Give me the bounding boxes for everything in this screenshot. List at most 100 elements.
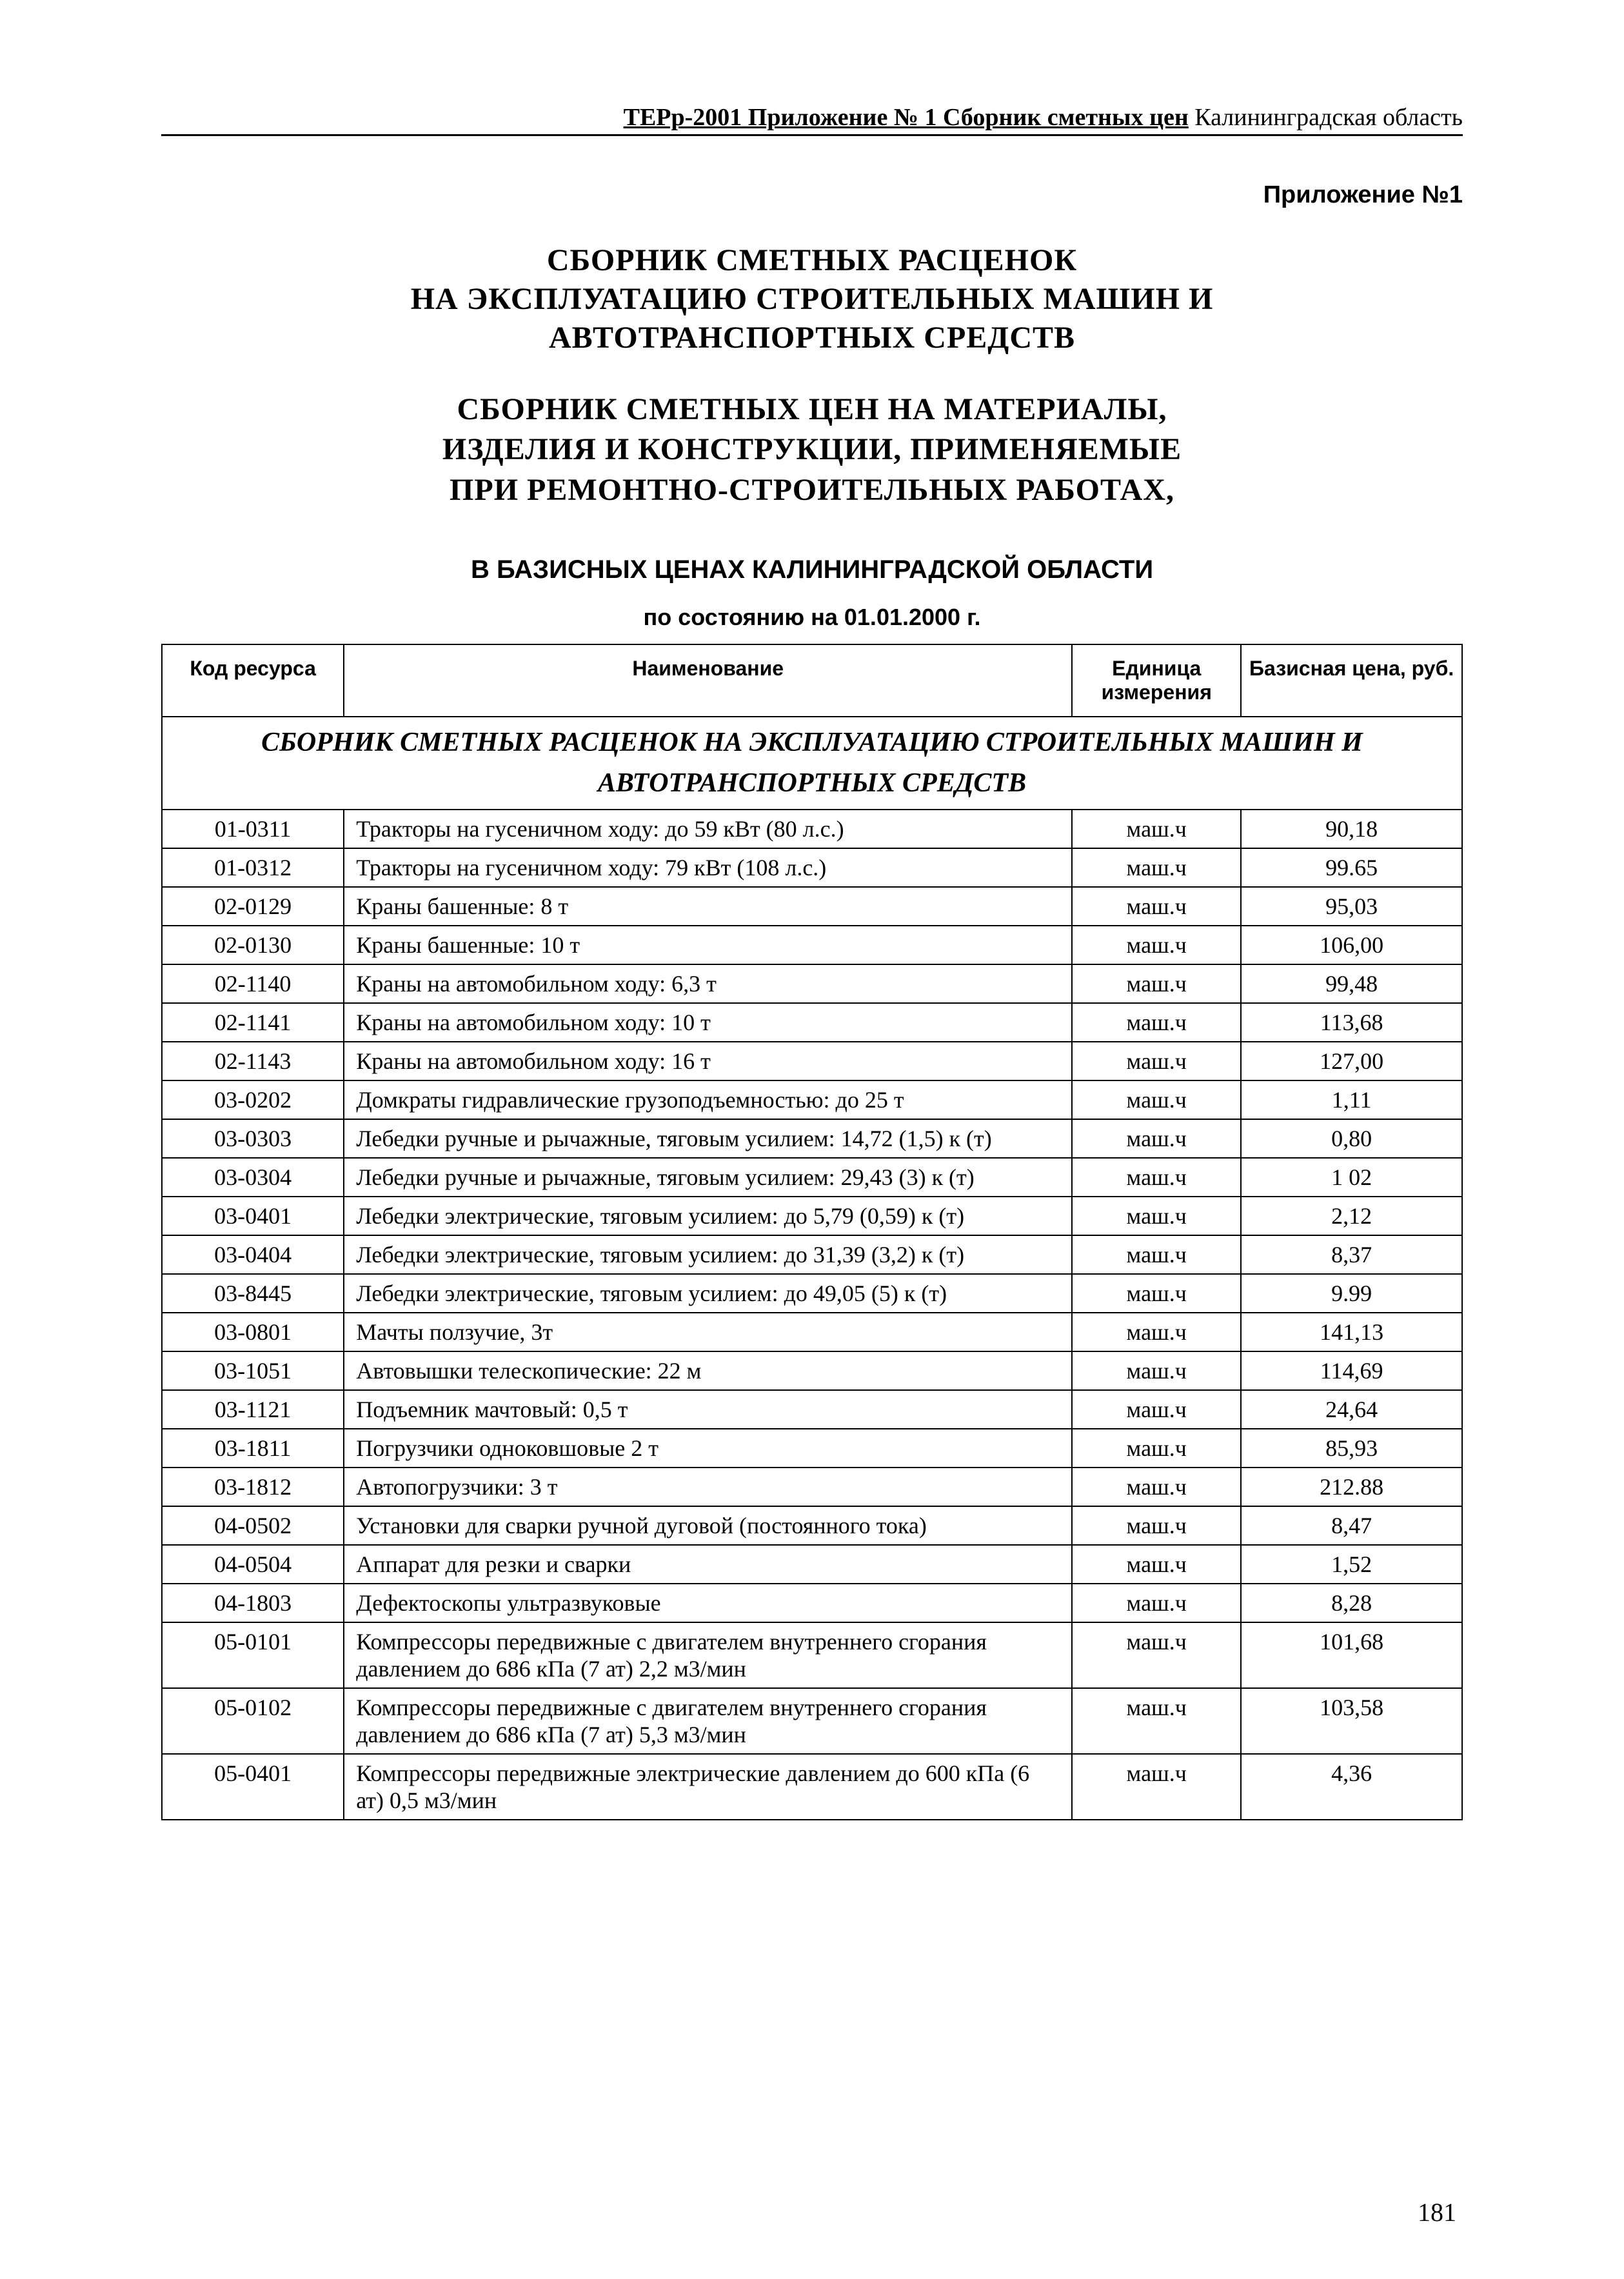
cell-unit: маш.ч <box>1072 1080 1241 1119</box>
cell-unit: маш.ч <box>1072 1429 1241 1468</box>
cell-unit: маш.ч <box>1072 1754 1241 1820</box>
cell-unit: маш.ч <box>1072 1506 1241 1545</box>
cell-price: 8,37 <box>1241 1235 1462 1274</box>
cell-price: 85,93 <box>1241 1429 1462 1468</box>
table-row: 03-1051Автовышки телескопические: 22 мма… <box>162 1351 1462 1390</box>
table-row: 03-0801Мачты ползучие, 3тмаш.ч141,13 <box>162 1313 1462 1351</box>
cell-name: Краны на автомобильном ходу: 6,3 т <box>344 964 1072 1003</box>
cell-price: 212.88 <box>1241 1468 1462 1506</box>
title-line-3: АВТОТРАНСПОРТНЫХ СРЕДСТВ <box>161 319 1463 357</box>
cell-name: Лебедки ручные и рычажные, тяговым усили… <box>344 1158 1072 1197</box>
cell-unit: маш.ч <box>1072 1688 1241 1754</box>
cell-unit: маш.ч <box>1072 926 1241 964</box>
cell-unit: маш.ч <box>1072 810 1241 848</box>
table-row: 05-0102Компрессоры передвижные с двигате… <box>162 1688 1462 1754</box>
cell-price: 8,47 <box>1241 1506 1462 1545</box>
table-row: 02-1140Краны на автомобильном ходу: 6,3 … <box>162 964 1462 1003</box>
cell-price: 114,69 <box>1241 1351 1462 1390</box>
cell-code: 02-0130 <box>162 926 344 964</box>
cell-code: 02-0129 <box>162 887 344 926</box>
cell-unit: маш.ч <box>1072 1235 1241 1274</box>
cell-price: 127,00 <box>1241 1042 1462 1080</box>
cell-unit: маш.ч <box>1072 964 1241 1003</box>
cell-name: Компрессоры передвижные электрические да… <box>344 1754 1072 1820</box>
cell-price: 4,36 <box>1241 1754 1462 1820</box>
table-row: 03-1812Автопогрузчики: 3 тмаш.ч212.88 <box>162 1468 1462 1506</box>
cell-unit: маш.ч <box>1072 1351 1241 1390</box>
table-row: 03-0304Лебедки ручные и рычажные, тяговы… <box>162 1158 1462 1197</box>
title-line-2: НА ЭКСПЛУАТАЦИЮ СТРОИТЕЛЬНЫХ МАШИН И <box>161 280 1463 319</box>
cell-name: Тракторы на гусеничном ходу: 79 кВт (108… <box>344 848 1072 887</box>
cell-price: 24,64 <box>1241 1390 1462 1429</box>
cell-name: Краны башенные: 10 т <box>344 926 1072 964</box>
cell-name: Краны башенные: 8 т <box>344 887 1072 926</box>
cell-name: Тракторы на гусеничном ходу: до 59 кВт (… <box>344 810 1072 848</box>
cell-code: 01-0312 <box>162 848 344 887</box>
cell-code: 05-0101 <box>162 1622 344 1688</box>
header-bold: ТЕРр-2001 Приложение № 1 Сборник сметных… <box>624 104 1189 131</box>
cell-unit: маш.ч <box>1072 1545 1241 1584</box>
table-row: 03-8445Лебедки электрические, тяговым ус… <box>162 1274 1462 1313</box>
table-row: 02-1143Краны на автомобильном ходу: 16 т… <box>162 1042 1462 1080</box>
cell-name: Краны на автомобильном ходу: 10 т <box>344 1003 1072 1042</box>
cell-price: 2,12 <box>1241 1197 1462 1235</box>
cell-unit: маш.ч <box>1072 887 1241 926</box>
running-header: ТЕРр-2001 Приложение № 1 Сборник сметных… <box>161 103 1463 136</box>
table-row: 03-0202Домкраты гидравлические грузоподъ… <box>162 1080 1462 1119</box>
cell-price: 90,18 <box>1241 810 1462 848</box>
cell-name: Компрессоры передвижные с двигателем вну… <box>344 1688 1072 1754</box>
appendix-label: Приложение №1 <box>161 181 1463 209</box>
cell-code: 05-0401 <box>162 1754 344 1820</box>
table-row: 04-1803Дефектоскопы ультразвуковыемаш.ч8… <box>162 1584 1462 1622</box>
cell-name: Мачты ползучие, 3т <box>344 1313 1072 1351</box>
section-title: СБОРНИК СМЕТНЫХ РАСЦЕНОК НА ЭКСПЛУАТАЦИЮ… <box>162 717 1462 810</box>
cell-name: Лебедки электрические, тяговым усилием: … <box>344 1197 1072 1235</box>
main-title: СБОРНИК СМЕТНЫХ РАСЦЕНОК НА ЭКСПЛУАТАЦИЮ… <box>161 241 1463 357</box>
cell-name: Погрузчики одноковшовые 2 т <box>344 1429 1072 1468</box>
cell-name: Домкраты гидравлические грузоподъемность… <box>344 1080 1072 1119</box>
cell-price: 1 02 <box>1241 1158 1462 1197</box>
table-row: 01-0312Тракторы на гусеничном ходу: 79 к… <box>162 848 1462 887</box>
cell-name: Аппарат для резки и сварки <box>344 1545 1072 1584</box>
cell-price: 8,28 <box>1241 1584 1462 1622</box>
cell-name: Автопогрузчики: 3 т <box>344 1468 1072 1506</box>
cell-name: Лебедки ручные и рычажные, тяговым усили… <box>344 1119 1072 1158</box>
cell-name: Компрессоры передвижные с двигателем вну… <box>344 1622 1072 1688</box>
cell-name: Подъемник мачтовый: 0,5 т <box>344 1390 1072 1429</box>
cell-code: 04-0504 <box>162 1545 344 1584</box>
cell-unit: маш.ч <box>1072 1622 1241 1688</box>
cell-code: 02-1141 <box>162 1003 344 1042</box>
cell-name: Краны на автомобильном ходу: 16 т <box>344 1042 1072 1080</box>
cell-code: 02-1140 <box>162 964 344 1003</box>
cell-price: 99.65 <box>1241 848 1462 887</box>
subtitle-line-2: ИЗДЕЛИЯ И КОНСТРУКЦИИ, ПРИМЕНЯЕМЫЕ <box>161 430 1463 470</box>
cell-name: Установки для сварки ручной дуговой (пос… <box>344 1506 1072 1545</box>
col-code: Код ресурса <box>162 644 344 717</box>
title-line-1: СБОРНИК СМЕТНЫХ РАСЦЕНОК <box>161 241 1463 280</box>
cell-code: 03-0202 <box>162 1080 344 1119</box>
cell-price: 0,80 <box>1241 1119 1462 1158</box>
cell-price: 101,68 <box>1241 1622 1462 1688</box>
cell-price: 95,03 <box>1241 887 1462 926</box>
subtitle: СБОРНИК СМЕТНЫХ ЦЕН НА МАТЕРИАЛЫ, ИЗДЕЛИ… <box>161 390 1463 510</box>
cell-name: Лебедки электрические, тяговым усилием: … <box>344 1235 1072 1274</box>
table-row: 05-0101Компрессоры передвижные с двигате… <box>162 1622 1462 1688</box>
col-unit: Единица измерения <box>1072 644 1241 717</box>
cell-code: 02-1143 <box>162 1042 344 1080</box>
table-row: 02-0129Краны башенные: 8 тмаш.ч95,03 <box>162 887 1462 926</box>
cell-unit: маш.ч <box>1072 1313 1241 1351</box>
cell-unit: маш.ч <box>1072 1274 1241 1313</box>
cell-unit: маш.ч <box>1072 1003 1241 1042</box>
cell-code: 03-0404 <box>162 1235 344 1274</box>
cell-code: 03-1051 <box>162 1351 344 1390</box>
rates-table: Код ресурса Наименование Единица измерен… <box>161 644 1463 1820</box>
cell-code: 03-0303 <box>162 1119 344 1158</box>
cell-unit: маш.ч <box>1072 1468 1241 1506</box>
cell-code: 03-0304 <box>162 1158 344 1197</box>
cell-price: 141,13 <box>1241 1313 1462 1351</box>
table-row: 05-0401Компрессоры передвижные электриче… <box>162 1754 1462 1820</box>
cell-unit: маш.ч <box>1072 1119 1241 1158</box>
cell-code: 03-1812 <box>162 1468 344 1506</box>
cell-price: 113,68 <box>1241 1003 1462 1042</box>
cell-unit: маш.ч <box>1072 1584 1241 1622</box>
